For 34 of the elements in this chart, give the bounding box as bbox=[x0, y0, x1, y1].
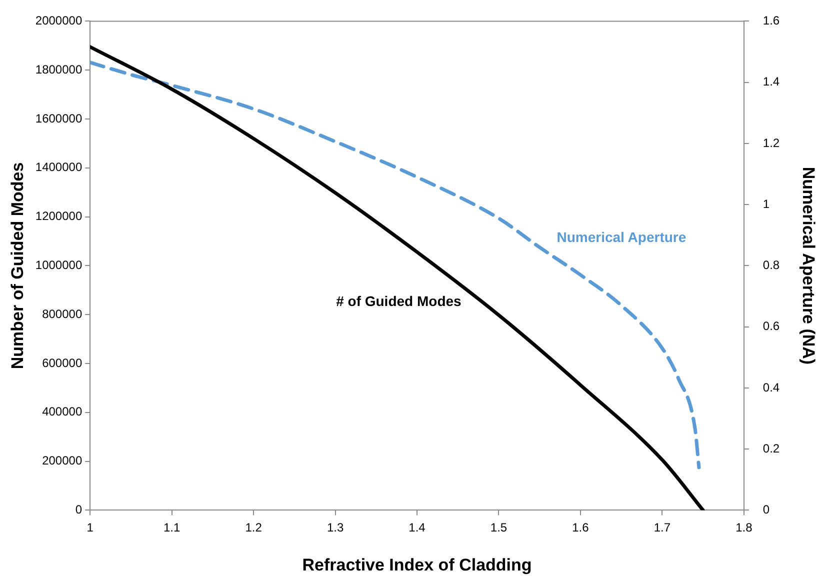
x-tick-label: 1.3 bbox=[326, 520, 344, 535]
y-tick-label: 0 bbox=[75, 502, 82, 517]
y2-axis-title: Numerical Aperture (NA) bbox=[799, 166, 818, 365]
y-axis-title: Number of Guided Modes bbox=[8, 162, 27, 370]
x-tick-label: 1.6 bbox=[572, 520, 590, 535]
x-tick-label: 1 bbox=[86, 520, 94, 535]
y-tick-label: 400000 bbox=[42, 404, 82, 419]
y-tick-label: 1200000 bbox=[35, 209, 82, 224]
y-tick-label: 600000 bbox=[42, 356, 82, 370]
y-tick-label: 1400000 bbox=[35, 160, 82, 174]
y2-tick-label: 0.2 bbox=[762, 441, 780, 456]
x-tick-label: 1.2 bbox=[245, 520, 262, 535]
y-tick-label: 1600000 bbox=[35, 111, 82, 126]
y2-tick-label: 0.4 bbox=[762, 380, 780, 394]
series-label: # of Guided Modes bbox=[336, 293, 462, 310]
series-label: Numerical Aperture bbox=[556, 229, 686, 246]
x-axis-title: Refractive Index of Cladding bbox=[302, 555, 532, 574]
y-tick-label: 800000 bbox=[42, 306, 82, 321]
y2-tick-label: 0.6 bbox=[762, 319, 780, 334]
x-tick-label: 1.4 bbox=[408, 520, 426, 535]
y-tick-label: 1000000 bbox=[35, 258, 82, 272]
y-tick-label: 2000000 bbox=[35, 14, 82, 28]
y2-tick-label: 0 bbox=[762, 502, 770, 517]
y2-tick-label: 0.8 bbox=[762, 258, 780, 272]
y2-tick-label: 1.2 bbox=[762, 136, 780, 150]
y-tick-label: 200000 bbox=[42, 454, 82, 468]
y2-tick-label: 1.6 bbox=[762, 14, 780, 28]
x-tick-label: 1.7 bbox=[654, 520, 671, 535]
y2-tick-label: 1 bbox=[762, 196, 770, 211]
x-tick-label: 1.8 bbox=[736, 520, 753, 535]
x-tick-label: 1.1 bbox=[164, 520, 181, 535]
y2-tick-label: 1.4 bbox=[762, 74, 780, 89]
y-tick-label: 1800000 bbox=[35, 62, 82, 76]
x-tick-label: 1.5 bbox=[490, 520, 508, 535]
